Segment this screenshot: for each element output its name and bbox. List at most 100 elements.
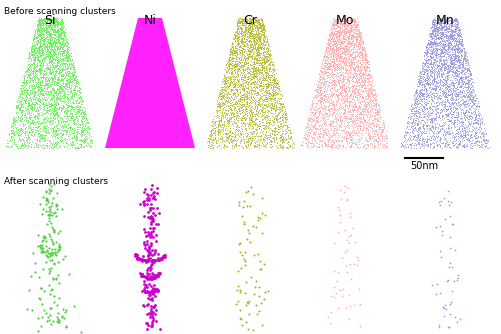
Point — [34, 27, 42, 32]
Point — [239, 114, 247, 119]
Point — [44, 31, 52, 36]
Point — [29, 54, 37, 59]
Point — [52, 39, 60, 44]
Point — [241, 17, 249, 22]
Point — [354, 41, 362, 46]
Point — [55, 128, 63, 133]
Point — [339, 45, 347, 51]
Point — [370, 145, 378, 151]
Point — [356, 64, 364, 70]
Point — [426, 109, 434, 115]
Point — [349, 87, 357, 92]
Point — [253, 27, 261, 33]
Point — [354, 64, 362, 69]
Point — [266, 55, 274, 61]
Point — [304, 121, 312, 127]
Point — [309, 141, 317, 147]
Point — [340, 107, 348, 112]
Point — [32, 109, 40, 114]
Point — [212, 111, 220, 116]
Point — [464, 92, 472, 97]
Point — [408, 106, 416, 111]
Point — [223, 118, 231, 124]
Point — [459, 53, 467, 58]
Point — [461, 50, 469, 56]
Point — [44, 72, 52, 78]
Point — [44, 60, 52, 65]
Point — [63, 72, 71, 77]
Point — [444, 36, 452, 41]
Point — [416, 93, 424, 98]
Point — [311, 92, 319, 98]
Point — [336, 21, 344, 26]
Point — [344, 54, 352, 59]
Point — [53, 98, 61, 104]
Point — [221, 85, 229, 90]
Point — [439, 132, 447, 138]
Point — [337, 97, 345, 103]
Point — [61, 83, 69, 89]
Point — [270, 106, 278, 111]
Point — [222, 97, 230, 103]
Point — [223, 91, 231, 96]
Point — [349, 77, 357, 82]
Point — [350, 116, 358, 122]
Point — [49, 21, 57, 26]
Point — [37, 90, 45, 95]
Point — [361, 75, 369, 81]
Point — [60, 31, 68, 36]
Point — [250, 66, 259, 71]
Point — [429, 62, 437, 67]
Point — [252, 17, 260, 22]
Point — [424, 92, 432, 97]
Point — [464, 87, 472, 92]
Point — [431, 21, 439, 27]
Point — [34, 131, 42, 136]
Point — [429, 139, 437, 144]
Point — [328, 60, 336, 65]
Point — [48, 19, 56, 24]
Point — [253, 44, 261, 50]
Point — [38, 17, 46, 22]
Point — [340, 86, 348, 92]
Point — [467, 76, 475, 82]
Point — [254, 65, 262, 70]
Point — [443, 94, 451, 99]
Point — [259, 81, 267, 87]
Point — [459, 132, 467, 138]
Point — [354, 127, 362, 133]
Point — [309, 125, 317, 130]
Point — [311, 127, 319, 132]
Point — [352, 87, 360, 92]
Point — [246, 18, 254, 24]
Point — [422, 87, 430, 92]
Point — [349, 65, 357, 71]
Point — [28, 105, 36, 111]
Point — [348, 62, 356, 67]
Point — [33, 24, 41, 29]
Point — [443, 19, 451, 24]
Point — [66, 140, 74, 146]
Point — [45, 29, 53, 34]
Point — [233, 51, 241, 56]
Point — [52, 97, 60, 102]
Point — [313, 107, 321, 113]
Point — [259, 137, 267, 143]
Point — [422, 101, 430, 107]
Point — [249, 68, 257, 74]
Point — [427, 46, 435, 52]
Point — [50, 65, 58, 70]
Point — [267, 72, 275, 77]
Point — [440, 48, 448, 53]
Point — [345, 133, 353, 138]
Point — [275, 116, 283, 121]
Point — [59, 89, 67, 94]
Point — [233, 49, 241, 54]
Point — [460, 84, 468, 90]
Point — [357, 32, 365, 37]
Point — [18, 118, 26, 123]
Point — [428, 79, 436, 85]
Point — [311, 95, 319, 100]
Point — [34, 84, 42, 90]
Point — [439, 50, 447, 55]
